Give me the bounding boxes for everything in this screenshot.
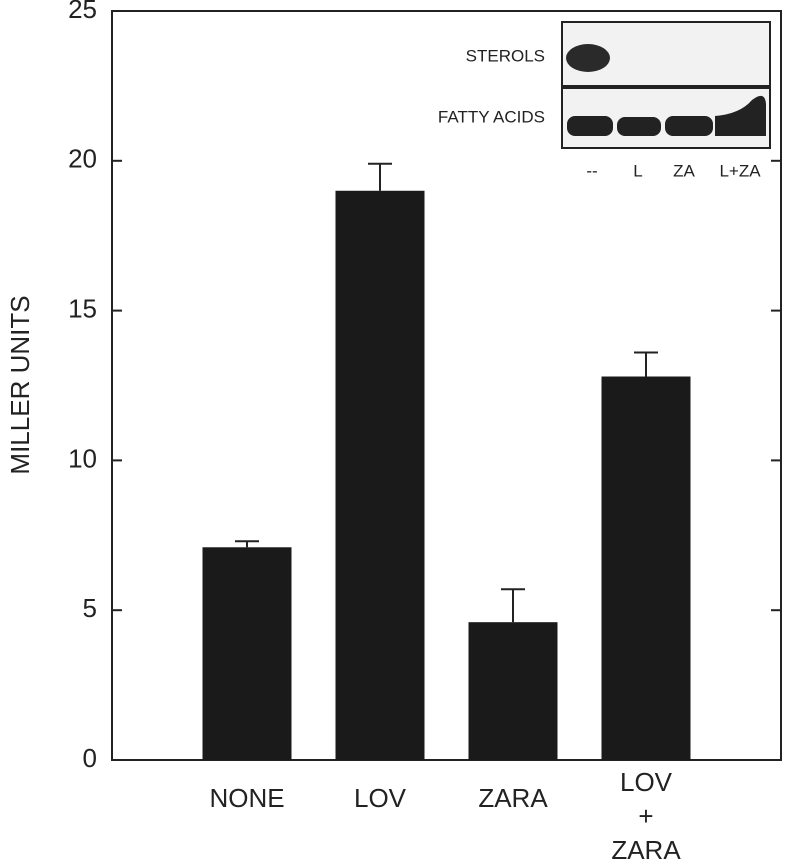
bar	[335, 190, 425, 760]
error-bar	[235, 540, 259, 548]
x-tick-label: LOV + ZARA	[611, 767, 681, 865]
x-tick-label-line: ZARA	[611, 835, 681, 865]
inset-lane-label: L+ZA	[719, 161, 761, 180]
x-tick-label: LOV	[354, 783, 407, 813]
x-tick-label-line: LOV	[620, 767, 673, 797]
blot-band	[715, 95, 766, 136]
error-bar	[501, 588, 525, 623]
x-tick-label-line: +	[638, 801, 653, 831]
inset-lane-label: --	[586, 161, 597, 180]
blot-band	[617, 117, 661, 136]
blot-band	[566, 44, 610, 72]
inset-lane-label: L	[633, 161, 642, 180]
y-tick-label: 10	[68, 443, 97, 473]
blot-band	[665, 116, 713, 136]
y-tick-label: 25	[68, 0, 97, 24]
x-tick-label: NONE	[209, 783, 284, 813]
y-tick-label: 0	[83, 743, 97, 773]
error-bar	[634, 351, 658, 377]
inset-row-label: STEROLS	[466, 46, 545, 65]
inset-row-label: FATTY ACIDS	[438, 107, 545, 126]
y-axis-label: MILLER UNITS	[5, 295, 35, 474]
y-tick-label: 15	[68, 293, 97, 323]
blot-band	[567, 116, 613, 136]
inset-lane-label: ZA	[673, 161, 695, 180]
x-tick-label: ZARA	[478, 783, 548, 813]
y-tick-label: 20	[68, 144, 97, 174]
inset-blot	[561, 21, 771, 149]
error-bar	[368, 162, 392, 191]
bar	[468, 622, 558, 760]
bar	[601, 376, 691, 760]
bar	[202, 547, 292, 760]
plot-frame	[111, 10, 782, 761]
y-tick-label: 5	[83, 593, 97, 623]
